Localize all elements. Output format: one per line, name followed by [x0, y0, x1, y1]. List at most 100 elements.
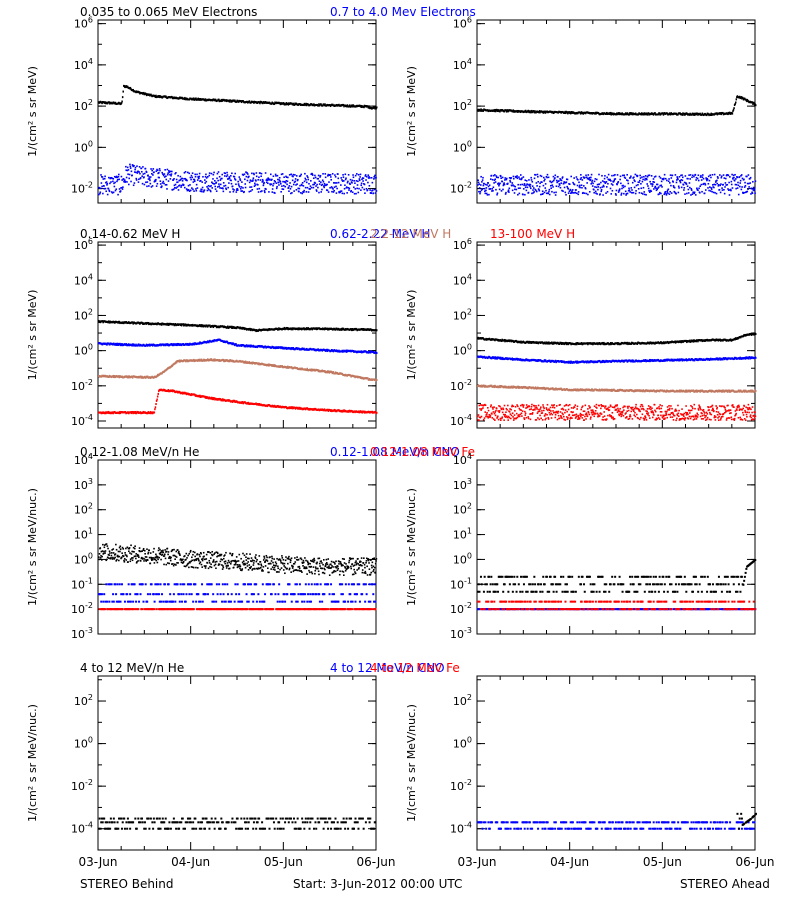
y-axis-label: 1/(cm² s sr MeV): [405, 290, 418, 381]
data-point: [348, 105, 350, 108]
data-point: [161, 171, 163, 174]
data-point: [128, 177, 130, 180]
data-point: [296, 183, 298, 185]
data-point: [542, 184, 545, 187]
data-point: [700, 174, 702, 177]
data-point: [489, 188, 492, 190]
data-point: [683, 181, 686, 184]
data-point: [348, 187, 351, 190]
data-point: [243, 326, 245, 329]
data-point: [594, 178, 597, 180]
data-point: [208, 174, 211, 177]
data-point: [710, 176, 712, 179]
data-point: [686, 185, 689, 188]
data-point: [714, 181, 717, 183]
data-point: [192, 188, 194, 191]
data-point: [149, 412, 151, 415]
data-point: [582, 191, 584, 194]
data-point: [664, 192, 666, 194]
data-point: [711, 190, 713, 193]
data-point: [239, 179, 242, 182]
data-point: [654, 175, 657, 178]
data-point: [330, 178, 333, 181]
data-point: [711, 173, 714, 176]
data-point: [701, 112, 704, 115]
data-point: [133, 164, 135, 167]
data-point: [545, 189, 547, 192]
data-point: [120, 186, 123, 189]
data-point: [188, 190, 191, 193]
data-point: [139, 172, 141, 175]
data-point: [485, 189, 487, 192]
data-point: [280, 190, 282, 193]
data-point: [716, 176, 719, 178]
data-point: [100, 174, 102, 176]
data-point: [279, 183, 282, 185]
data-point: [673, 186, 676, 189]
data-point: [254, 182, 256, 185]
data-point: [113, 175, 116, 178]
data-point: [326, 183, 328, 186]
data-point: [626, 179, 628, 181]
data-point: [499, 182, 501, 185]
data-point: [496, 193, 498, 196]
data-point: [273, 102, 276, 105]
panel-title-part: 0.62-2.22 MeV H: [330, 227, 430, 241]
data-point: [209, 324, 211, 327]
data-point: [123, 179, 126, 181]
data-point: [334, 328, 337, 331]
data-point: [689, 186, 691, 189]
data-point: [484, 190, 486, 193]
data-point: [640, 192, 643, 194]
data-point: [676, 176, 679, 178]
data-point: [198, 359, 201, 362]
data-point: [145, 171, 148, 173]
data-point: [129, 165, 132, 168]
data-point: [220, 187, 223, 190]
data-point: [532, 189, 534, 191]
data-point: [710, 187, 713, 189]
data-point: [205, 173, 207, 176]
data-point: [737, 181, 739, 184]
data-point: [224, 172, 226, 175]
data-point: [146, 185, 148, 188]
data-point: [215, 190, 218, 192]
data-point: [478, 187, 481, 189]
data-point: [326, 189, 329, 192]
data-point: [310, 186, 313, 189]
data-point: [104, 187, 107, 190]
data-point: [637, 183, 639, 186]
data-point: [234, 178, 236, 180]
data-point: [195, 97, 197, 100]
data-point: [213, 397, 216, 400]
data-point: [634, 173, 637, 176]
data-point: [479, 192, 481, 195]
data-point: [98, 319, 100, 322]
data-point: [356, 184, 359, 186]
data-point: [302, 185, 305, 187]
data-point: [317, 368, 319, 371]
data-point: [672, 185, 675, 187]
data-point: [301, 181, 304, 184]
data-point: [126, 169, 129, 172]
data-point: [186, 179, 188, 182]
data-point: [317, 104, 320, 107]
data-point: [717, 177, 719, 179]
data-point: [213, 359, 216, 362]
data-point: [345, 349, 347, 352]
data-point: [320, 191, 322, 193]
data-point: [268, 178, 271, 181]
data-point: [555, 179, 558, 182]
data-point: [262, 184, 265, 187]
data-point: [153, 171, 155, 173]
data-point: [749, 182, 752, 184]
data-point: [193, 343, 196, 346]
data-point: [331, 173, 334, 175]
data-point: [723, 188, 725, 191]
data-point: [211, 398, 213, 401]
data-point: [610, 183, 613, 185]
data-point: [552, 179, 555, 182]
data-point: [575, 192, 578, 195]
data-point: [217, 179, 219, 182]
data-point: [636, 174, 639, 177]
